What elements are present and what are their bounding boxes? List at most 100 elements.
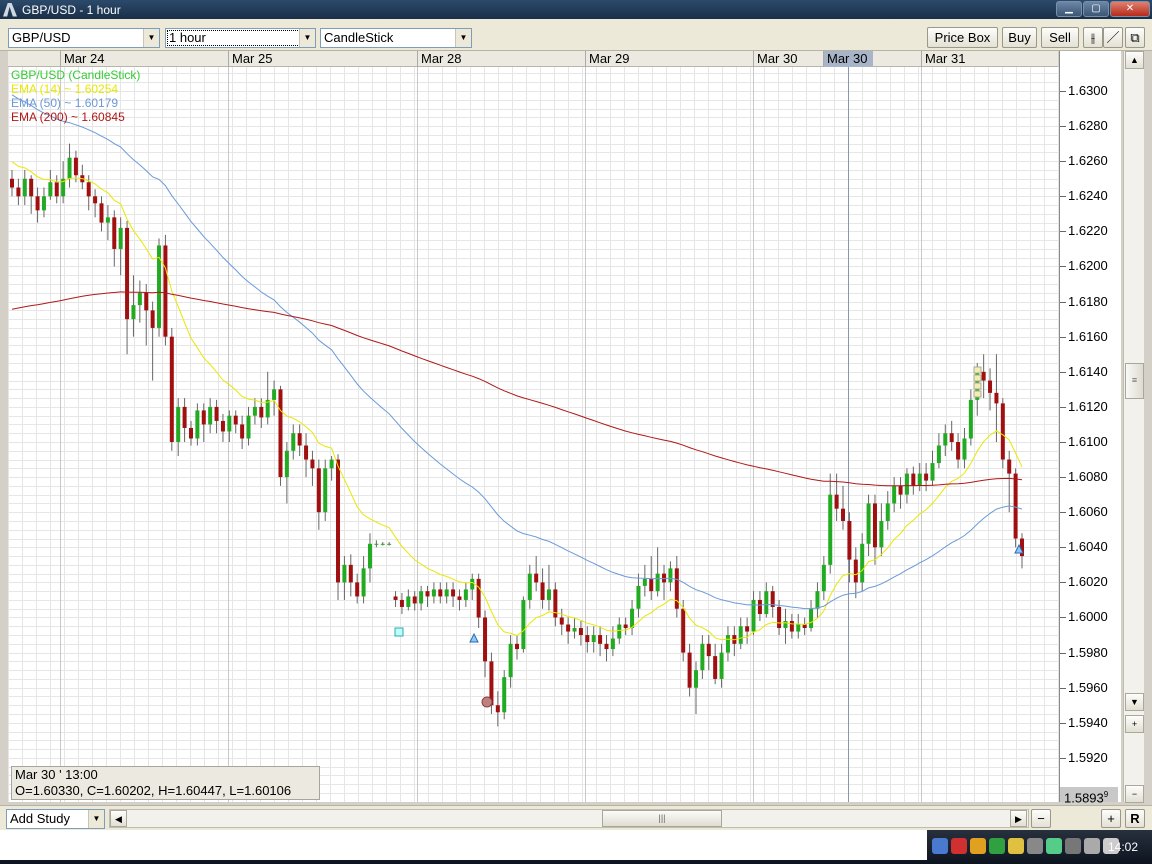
candle-body: [924, 473, 929, 481]
price-label: 1.5940: [1068, 715, 1108, 730]
price-label: 1.6080: [1068, 469, 1108, 484]
add-study-label: Add Study: [10, 811, 70, 826]
candle-body: [662, 573, 667, 583]
symbol-select[interactable]: GBP/USD ▼: [8, 28, 160, 48]
date-label-highlighted: Mar 30: [823, 51, 873, 67]
candle-body: [994, 392, 999, 404]
candle-body: [61, 178, 66, 197]
clock: 14:02: [1108, 840, 1139, 854]
candle-body: [930, 463, 935, 481]
reset-button[interactable]: R: [1125, 809, 1145, 828]
sell-button[interactable]: Sell: [1041, 27, 1079, 48]
price-label: 1.6120: [1068, 399, 1108, 414]
ohlc-info-box: Mar 30 ' 13:00 O=1.60330, C=1.60202, H=1…: [11, 766, 320, 800]
candle-body: [367, 543, 372, 569]
ema200-line: [11, 291, 1023, 487]
price-tick: [1060, 302, 1066, 303]
chevron-down-icon[interactable]: ▼: [143, 29, 159, 47]
price-tick: [1060, 337, 1066, 338]
zoom-out-icon[interactable]: −: [1125, 785, 1144, 803]
price-chart[interactable]: GBP/USD (CandleStick) EMA (14) ~ 1.60254…: [8, 67, 1059, 802]
candle-body: [348, 564, 353, 583]
candle-body: [157, 245, 162, 328]
tray-icon[interactable]: [1008, 838, 1024, 854]
scroll-right-icon[interactable]: ▶: [1010, 810, 1027, 827]
app-icon: [3, 2, 17, 17]
candle-body: [911, 473, 916, 486]
scroll-up-icon[interactable]: ▲: [1125, 51, 1144, 69]
current-price-value: 1.5893: [1064, 790, 1104, 806]
candle-body: [374, 543, 379, 545]
candle-body: [1020, 538, 1024, 557]
candle-body: [809, 608, 814, 629]
buy-button[interactable]: Buy: [1002, 27, 1037, 48]
tray-icon[interactable]: [1046, 838, 1062, 854]
chart-type-value: CandleStick: [324, 30, 394, 45]
candle-body: [93, 196, 98, 204]
close-button[interactable]: ✕: [1110, 1, 1150, 17]
tray-icon[interactable]: [932, 838, 948, 854]
tray-icon[interactable]: [989, 838, 1005, 854]
candle-body: [73, 157, 78, 176]
bar-chart-icon[interactable]: ⫲: [1083, 27, 1103, 48]
tray-icon[interactable]: [951, 838, 967, 854]
scroll-left-icon[interactable]: ◀: [110, 810, 127, 827]
tray-icon[interactable]: [970, 838, 986, 854]
candle-body: [885, 503, 890, 521]
date-label: Mar 30: [753, 51, 797, 67]
minimize-button[interactable]: ▁: [1056, 1, 1082, 17]
price-label: 1.6160: [1068, 329, 1108, 344]
ema14-line: [11, 161, 1023, 641]
tray-icon[interactable]: [1084, 838, 1100, 854]
candle-body: [540, 582, 545, 600]
order-marker: [973, 366, 982, 374]
candle-body: [99, 203, 104, 223]
timeframe-select[interactable]: 1 hour ▼: [165, 28, 316, 48]
price-label: 1.6220: [1068, 223, 1108, 238]
taskbar-blank-area: [0, 830, 927, 860]
scroll-thumb[interactable]: ≡: [1125, 363, 1144, 399]
maximize-button[interactable]: ▢: [1083, 1, 1109, 17]
chevron-down-icon[interactable]: ▼: [455, 29, 471, 47]
price-label: 1.5960: [1068, 680, 1108, 695]
horizontal-scrollbar[interactable]: ◀ ||| ▶: [109, 809, 1029, 828]
draw-line-icon[interactable]: ／: [1103, 27, 1123, 48]
date-axis: Mar 24 Mar 25 Mar 28 Mar 29 Mar 30 Mar 3…: [8, 51, 1058, 67]
candle-body: [463, 589, 468, 600]
candle-body: [668, 568, 673, 583]
scroll-down-icon[interactable]: ▼: [1125, 693, 1144, 711]
chart-type-select[interactable]: CandleStick ▼: [320, 28, 472, 48]
chart-canvas[interactable]: [8, 67, 1059, 802]
candle-body: [847, 520, 852, 560]
price-label: 1.6100: [1068, 434, 1108, 449]
candle-body: [265, 399, 270, 418]
price-tick: [1060, 723, 1066, 724]
candle-body: [399, 599, 404, 607]
candle-body: [745, 626, 750, 632]
tray-icon[interactable]: [1065, 838, 1081, 854]
zoom-in-button[interactable]: +: [1101, 809, 1121, 828]
price-label: 1.6180: [1068, 294, 1108, 309]
candle-body: [981, 371, 986, 381]
detach-window-icon[interactable]: ⧉: [1125, 27, 1145, 48]
vertical-scrollbar[interactable]: ▲ ≡ ▼ + −: [1123, 51, 1144, 803]
chevron-down-icon[interactable]: ▼: [88, 810, 104, 828]
tray-icon[interactable]: [1027, 838, 1043, 854]
horizontal-scroll-thumb[interactable]: |||: [602, 810, 722, 827]
price-box-button[interactable]: Price Box: [927, 27, 998, 48]
speaker-icon[interactable]: [1103, 838, 1119, 854]
window-title: GBP/USD - 1 hour: [22, 2, 121, 17]
current-price-label: 1.58939: [1060, 787, 1118, 806]
chevron-down-icon[interactable]: ▼: [299, 29, 315, 47]
candle-body: [866, 503, 871, 544]
date-label: Mar 31: [921, 51, 965, 67]
candle-body: [693, 670, 698, 688]
candle-body: [387, 543, 392, 545]
price-label: 1.5980: [1068, 645, 1108, 660]
zoom-in-icon[interactable]: +: [1125, 715, 1144, 733]
price-label: 1.6200: [1068, 258, 1108, 273]
candle-body: [796, 624, 801, 632]
add-study-select[interactable]: Add Study ▼: [6, 809, 105, 829]
candle-body: [815, 591, 820, 609]
zoom-out-button[interactable]: −: [1031, 809, 1051, 828]
